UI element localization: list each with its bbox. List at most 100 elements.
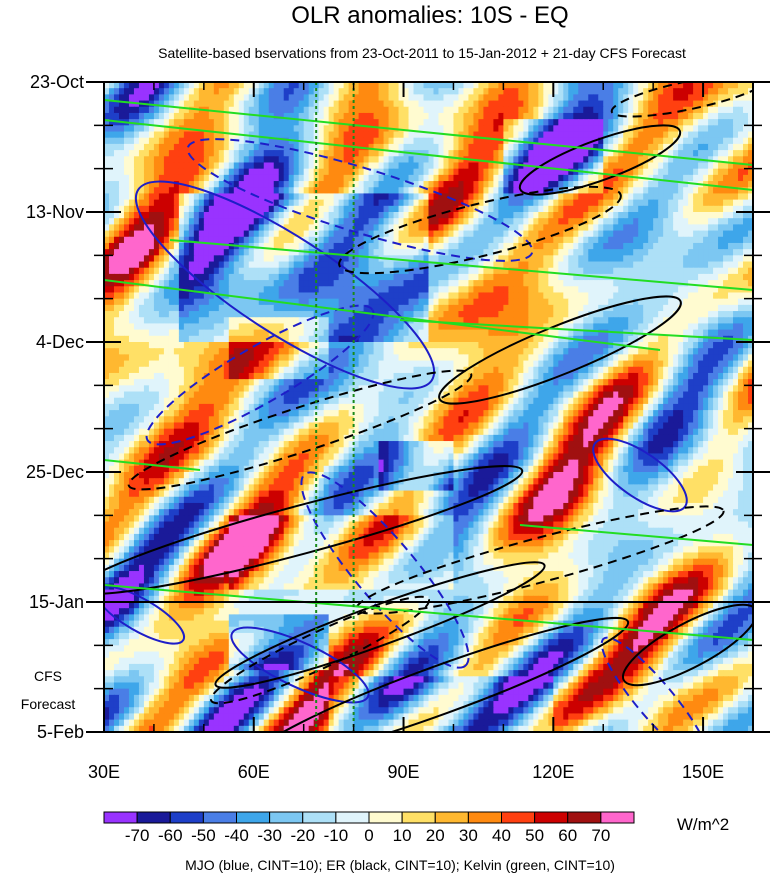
field-cell [403, 119, 410, 126]
field-cell [643, 292, 649, 300]
field-cell [428, 304, 435, 312]
field-cell [623, 280, 629, 287]
field-cell [258, 193, 265, 201]
field-cell [238, 205, 245, 213]
field-cell [223, 187, 230, 195]
field-cell [168, 150, 175, 157]
field-cell [208, 187, 215, 195]
field-cell [738, 249, 744, 256]
field-cell [498, 242, 504, 250]
field-cell [178, 212, 185, 219]
field-cell [648, 143, 654, 151]
field-cell [538, 224, 544, 232]
field-cell [128, 273, 135, 281]
field-cell [568, 298, 574, 306]
field-cell [388, 168, 395, 176]
field-cell [143, 187, 150, 195]
field-cell [673, 273, 679, 281]
field-cell [588, 205, 594, 213]
field-cell [283, 199, 290, 207]
field-cell [333, 143, 340, 151]
field-cell [703, 199, 709, 207]
field-cell [583, 181, 589, 188]
field-cell [673, 150, 679, 157]
field-cell [478, 280, 485, 287]
field-cell [303, 131, 310, 139]
field-cell [558, 273, 564, 281]
field-cell [558, 212, 564, 219]
field-cell [453, 150, 460, 157]
field-cell [173, 112, 180, 120]
field-cell [708, 286, 714, 294]
field-cell [363, 304, 370, 312]
field-cell [603, 143, 609, 151]
field-cell [323, 286, 330, 294]
field-cell [648, 106, 654, 114]
field-cell [643, 224, 649, 232]
field-cell [493, 298, 499, 306]
field-cell [353, 181, 360, 188]
field-cell [663, 249, 669, 256]
field-cell [258, 131, 265, 139]
field-cell [573, 168, 579, 176]
field-cell [323, 187, 330, 195]
field-cell [468, 249, 475, 256]
field-cell [333, 261, 340, 269]
field-cell [188, 317, 195, 325]
field-cell [623, 311, 629, 318]
field-cell [678, 112, 684, 120]
field-cell [348, 119, 355, 126]
field-cell [113, 156, 120, 164]
field-cell [283, 181, 290, 188]
field-cell [403, 224, 410, 232]
field-cell [233, 94, 240, 102]
field-cell [663, 143, 669, 151]
field-cell [498, 205, 504, 213]
field-cell [153, 82, 160, 89]
field-cell [488, 150, 494, 157]
field-cell [463, 94, 470, 102]
field-cell [368, 236, 375, 244]
field-cell [258, 100, 265, 108]
field-cell [313, 298, 320, 306]
field-cell [188, 82, 195, 89]
field-cell [208, 181, 215, 188]
field-cell [343, 168, 350, 176]
field-cell [723, 82, 729, 89]
field-cell [628, 112, 634, 120]
field-cell [638, 311, 644, 318]
field-cell [263, 193, 270, 201]
field-cell [353, 137, 360, 145]
field-cell [548, 88, 554, 95]
field-cell [683, 187, 689, 195]
field-cell [223, 168, 230, 176]
field-cell [568, 286, 574, 294]
field-cell [713, 311, 719, 318]
field-cell [528, 100, 534, 108]
field-cell [273, 168, 280, 176]
field-cell [688, 212, 694, 219]
field-cell [703, 100, 709, 108]
field-cell [403, 286, 410, 294]
field-cell [453, 100, 460, 108]
field-cell [428, 255, 435, 263]
field-cell [168, 162, 175, 170]
field-cell [283, 162, 290, 170]
field-cell [253, 218, 260, 225]
field-cell [523, 88, 529, 95]
field-cell [133, 212, 140, 219]
field-cell [178, 100, 185, 108]
field-cell [368, 162, 375, 170]
field-cell [323, 298, 330, 306]
field-cell [253, 292, 260, 300]
field-cell [138, 174, 145, 182]
field-cell [358, 131, 365, 139]
field-cell [223, 100, 230, 108]
field-cell [343, 311, 350, 318]
field-cell [233, 106, 240, 114]
field-cell [138, 317, 145, 325]
field-cell [348, 292, 355, 300]
field-cell [648, 94, 654, 102]
field-cell [273, 267, 280, 275]
field-cell [238, 82, 245, 89]
